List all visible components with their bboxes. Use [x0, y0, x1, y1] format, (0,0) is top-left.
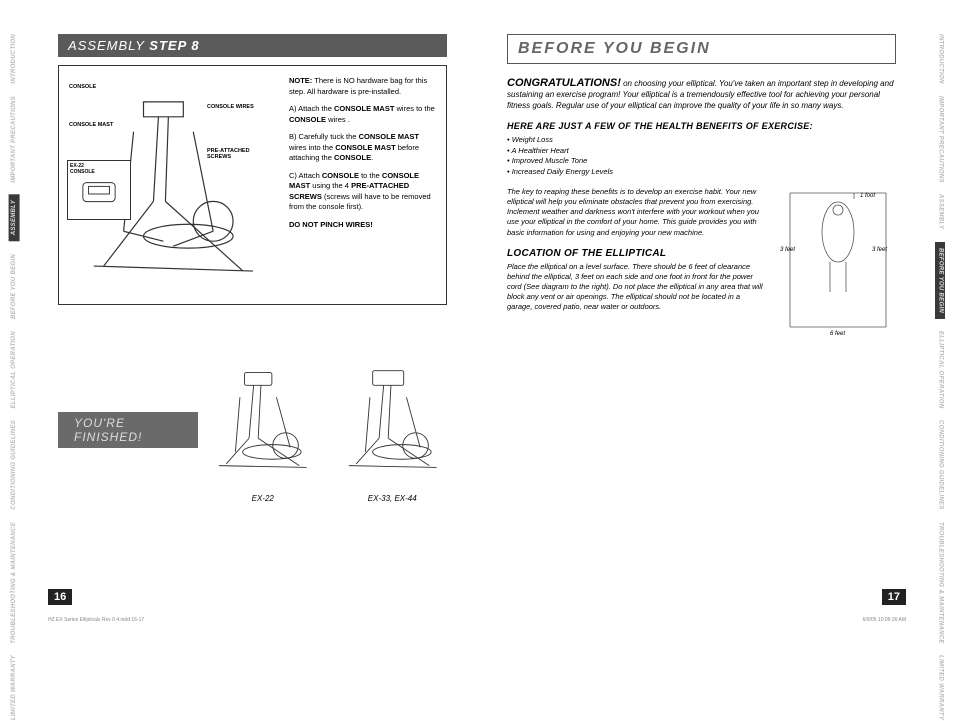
step-a-b2: CONSOLE	[289, 115, 326, 124]
instruction-text: NOTE: There is NO hardware bag for this …	[289, 76, 436, 237]
tab-warranty: LIMITED WARRANTY	[11, 655, 18, 720]
footer-file: HZ EX Series Ellipticals Rev 0.4.indd 16…	[48, 617, 144, 623]
label-console: CONSOLE	[69, 84, 96, 90]
location-heading: LOCATION OF THE ELLIPTICAL	[507, 248, 766, 259]
step-c-b1: CONSOLE	[322, 171, 359, 180]
rtab-precautions: IMPORTANT PRECAUTIONS	[937, 96, 944, 183]
clearance-left: 3 feet	[780, 247, 795, 253]
rtab-conditioning: CONDITIONING GUIDELINES	[937, 420, 944, 510]
page-number-left: 16	[48, 589, 72, 605]
rtab-warranty: LIMITED WARRANTY	[937, 655, 944, 720]
right-nav-tabs: INTRODUCTION IMPORTANT PRECAUTIONS ASSEM…	[926, 0, 954, 629]
benefit-4: Increased Daily Energy Levels	[512, 167, 613, 176]
clearance-top: 1 foot	[860, 193, 875, 199]
label-screws: PRE-ATTACHED SCREWS	[207, 148, 250, 160]
step-a-b1: CONSOLE MAST	[334, 104, 394, 113]
tab-troubleshooting: TROUBLESHOOTING & MAINTENANCE	[11, 522, 18, 644]
step-b-b2: CONSOLE MAST	[335, 143, 395, 152]
step-c-mid: to the	[359, 171, 382, 180]
page-right: BEFORE YOU BEGIN CONGRATULATIONS! on cho…	[477, 0, 926, 629]
clearance-icon: 1 foot 3 feet 3 feet 6 feet	[780, 187, 896, 337]
finished-section: YOU'RE FINISHED! EX-22	[58, 355, 447, 505]
clearance-bottom: 6 feet	[830, 331, 845, 337]
step-a-pre: A) Attach the	[289, 104, 334, 113]
tab-before-begin: BEFORE YOU BEGIN	[11, 254, 18, 319]
clearance-right: 3 feet	[872, 247, 887, 253]
step-a-post: wires .	[326, 115, 350, 124]
label-console-wires: CONSOLE WIRES	[207, 104, 254, 110]
bar-step: STEP 8	[149, 38, 199, 53]
clearance-diagram: 1 foot 3 feet 3 feet 6 feet	[780, 187, 896, 337]
benefits-heading: HERE ARE JUST A FEW OF THE HEALTH BENEFI…	[507, 121, 896, 131]
benefit-1: Weight Loss	[512, 135, 553, 144]
rtab-assembly: ASSEMBLY	[937, 194, 944, 229]
step-b-b3: CONSOLE	[334, 153, 371, 162]
rtab-introduction: INTRODUCTION	[937, 34, 944, 84]
inset-console-icon	[70, 175, 128, 213]
note-label: NOTE:	[289, 76, 312, 85]
rtab-troubleshooting: TROUBLESHOOTING & MAINTENANCE	[937, 522, 944, 644]
finished-bar: YOU'RE FINISHED!	[58, 412, 198, 448]
spread: INTRODUCTION IMPORTANT PRECAUTIONS ASSEM…	[0, 0, 954, 629]
before-begin-bar: BEFORE YOU BEGIN	[507, 34, 896, 64]
inset-console-box: EX-22 CONSOLE	[67, 160, 131, 220]
pinch-warning: DO NOT PINCH WIRES!	[289, 220, 373, 229]
congrats-para: CONGRATULATIONS! on choosing your ellipt…	[507, 76, 896, 111]
tab-operation: ELLIPTICAL OPERATION	[11, 331, 18, 408]
step-b-mid: wires into the	[289, 143, 335, 152]
thumb-ex33: EX-33, EX-44	[338, 355, 448, 505]
step-a-mid: wires to the	[394, 104, 434, 113]
tab-precautions: IMPORTANT PRECAUTIONS	[11, 96, 18, 183]
ex22-icon	[208, 355, 318, 485]
assembly-diagram-box: EX-22 CONSOLE CONSOLE CONSOLE WIRES CONS…	[58, 65, 447, 305]
rtab-operation: ELLIPTICAL OPERATION	[937, 331, 944, 408]
ex33-icon	[338, 355, 448, 485]
footer-date: 6/9/05 10:09:26 AM	[863, 617, 906, 623]
tab-conditioning: CONDITIONING GUIDELINES	[11, 420, 18, 510]
two-column-section: The key to reaping these benefits is to …	[507, 187, 896, 337]
caption-ex33: EX-33, EX-44	[338, 494, 448, 503]
benefit-3: Improved Muscle Tone	[512, 156, 588, 165]
step-b-end: .	[371, 153, 373, 162]
inset-label: EX-22 CONSOLE	[70, 163, 128, 175]
step-c-pre: C) Attach	[289, 171, 322, 180]
key-text: The key to reaping these benefits is to …	[507, 187, 766, 238]
page-number-right: 17	[882, 589, 906, 605]
text-column: The key to reaping these benefits is to …	[507, 187, 766, 337]
assembly-step-bar: ASSEMBLY STEP 8	[58, 34, 447, 57]
benefits-list: • Weight Loss • A Healthier Heart • Impr…	[507, 135, 896, 177]
location-text: Place the elliptical on a level surface.…	[507, 262, 766, 313]
benefit-2: A Healthier Heart	[511, 146, 568, 155]
label-console-mast: CONSOLE MAST	[69, 122, 113, 128]
step-b-b1: CONSOLE MAST	[359, 132, 419, 141]
caption-ex22: EX-22	[208, 494, 318, 503]
tab-introduction: INTRODUCTION	[11, 34, 18, 84]
rtab-before-begin: BEFORE YOU BEGIN	[935, 242, 946, 319]
tab-assembly: ASSEMBLY	[9, 194, 20, 241]
bar-prefix: ASSEMBLY	[68, 38, 149, 53]
step-c-mid2: using the 4	[310, 181, 351, 190]
congrats-label: CONGRATULATIONS!	[507, 77, 621, 89]
step-b-pre: B) Carefully tuck the	[289, 132, 359, 141]
thumb-ex22: EX-22	[208, 355, 318, 505]
left-nav-tabs: INTRODUCTION IMPORTANT PRECAUTIONS ASSEM…	[0, 0, 28, 629]
page-left: ASSEMBLY STEP 8	[28, 0, 477, 629]
